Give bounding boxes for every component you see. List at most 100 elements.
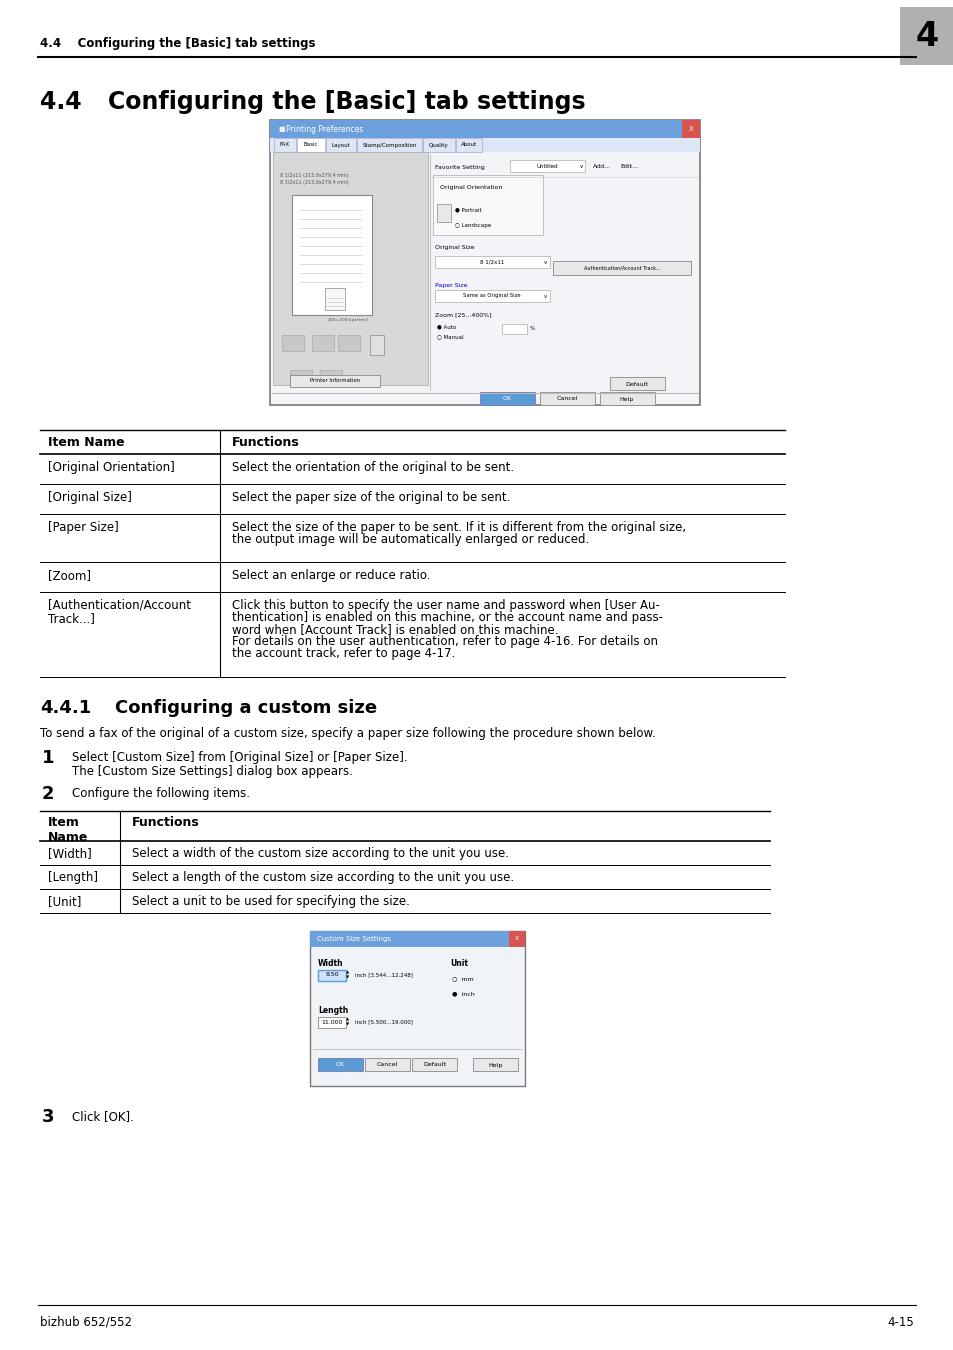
- Text: Original Orientation: Original Orientation: [439, 185, 502, 190]
- Text: 8 1/2x11 (215.9x279.4 mm): 8 1/2x11 (215.9x279.4 mm): [280, 180, 349, 185]
- Text: Help: Help: [488, 1062, 502, 1068]
- Text: Configuring the [Basic] tab settings: Configuring the [Basic] tab settings: [108, 90, 585, 113]
- Text: OK: OK: [502, 397, 511, 401]
- Text: v: v: [543, 261, 547, 266]
- Text: Same as Original Size: Same as Original Size: [463, 293, 520, 298]
- Text: 4.4.1: 4.4.1: [40, 699, 91, 717]
- Bar: [479, 392, 535, 405]
- Text: Edit...: Edit...: [619, 163, 638, 169]
- Text: v: v: [543, 294, 547, 300]
- Bar: [310, 931, 524, 946]
- Bar: [609, 377, 664, 390]
- Bar: [296, 138, 325, 153]
- Text: 4-15: 4-15: [886, 1315, 913, 1328]
- Text: Functions: Functions: [232, 436, 299, 450]
- Text: Width: Width: [317, 958, 343, 968]
- Bar: [270, 120, 700, 405]
- Text: [Width]: [Width]: [48, 846, 91, 860]
- Bar: [270, 138, 700, 153]
- Bar: [337, 335, 359, 351]
- Text: ▲
▼: ▲ ▼: [346, 971, 349, 979]
- Text: To send a fax of the original of a custom size, specify a paper size following t: To send a fax of the original of a custo…: [40, 728, 655, 740]
- Text: thentication] is enabled on this machine, or the account name and pass-: thentication] is enabled on this machine…: [232, 612, 662, 624]
- Text: 4: 4: [915, 19, 938, 53]
- Text: Layout: Layout: [332, 143, 350, 147]
- Bar: [501, 324, 526, 333]
- Text: [Unit]: [Unit]: [48, 895, 81, 909]
- Text: X: X: [688, 126, 693, 132]
- Text: the account track, refer to page 4-17.: the account track, refer to page 4-17.: [232, 647, 455, 660]
- Bar: [435, 256, 550, 269]
- Bar: [292, 194, 372, 315]
- Bar: [899, 7, 953, 65]
- Text: word when [Account Track] is enabled on this machine.: word when [Account Track] is enabled on …: [232, 622, 558, 636]
- Bar: [436, 204, 451, 221]
- Text: Original Size: Original Size: [435, 244, 474, 250]
- Text: Basic: Basic: [303, 143, 318, 147]
- Text: Custom Size Settings: Custom Size Settings: [316, 936, 391, 942]
- Text: Select the size of the paper to be sent. If it is different from the original si: Select the size of the paper to be sent.…: [232, 521, 685, 535]
- Text: About: About: [460, 143, 476, 147]
- Text: Unit: Unit: [450, 958, 468, 968]
- Text: 3: 3: [42, 1108, 54, 1126]
- Text: ● Auto: ● Auto: [436, 324, 456, 329]
- Bar: [270, 120, 700, 138]
- Bar: [290, 370, 312, 386]
- Text: ○  mm: ○ mm: [452, 976, 474, 981]
- Text: For details on the user authentication, refer to page 4-16. For details on: For details on the user authentication, …: [232, 634, 658, 648]
- Bar: [509, 931, 524, 946]
- Text: Zoom [25...400%]: Zoom [25...400%]: [435, 312, 491, 317]
- Text: Configure the following items.: Configure the following items.: [71, 787, 250, 801]
- Text: ■: ■: [277, 126, 284, 132]
- Text: Select an enlarge or reduce ratio.: Select an enlarge or reduce ratio.: [232, 568, 430, 582]
- Text: ○ Manual: ○ Manual: [436, 335, 463, 339]
- Text: Stamp/Composition: Stamp/Composition: [362, 143, 416, 147]
- Text: ●  inch: ● inch: [452, 991, 475, 996]
- Bar: [473, 1058, 517, 1071]
- Bar: [456, 138, 481, 153]
- Text: Printing Preferences: Printing Preferences: [286, 124, 363, 134]
- Bar: [681, 120, 700, 138]
- Bar: [539, 392, 595, 405]
- Text: Cancel: Cancel: [376, 1062, 397, 1068]
- Text: 11.000: 11.000: [321, 1019, 342, 1025]
- Text: 8 1/2x11: 8 1/2x11: [479, 259, 503, 265]
- Text: [Original Orientation]: [Original Orientation]: [48, 460, 174, 474]
- Text: Authentication/Account Track...: Authentication/Account Track...: [583, 266, 659, 270]
- Bar: [433, 176, 542, 235]
- Text: [Original Size]: [Original Size]: [48, 491, 132, 504]
- Text: Item
Name: Item Name: [48, 815, 89, 844]
- Bar: [370, 335, 384, 355]
- Text: FAX: FAX: [279, 143, 290, 147]
- Text: [Authentication/Account: [Authentication/Account: [48, 599, 191, 612]
- Text: 2: 2: [42, 784, 54, 803]
- Bar: [310, 931, 524, 1085]
- Text: Configuring a custom size: Configuring a custom size: [115, 699, 376, 717]
- Bar: [412, 1058, 456, 1071]
- Text: Paper Size: Paper Size: [435, 282, 467, 288]
- Bar: [365, 1058, 410, 1071]
- Text: The [Custom Size Settings] dialog box appears.: The [Custom Size Settings] dialog box ap…: [71, 765, 353, 778]
- Bar: [325, 288, 345, 311]
- Bar: [317, 971, 346, 981]
- Text: Click this button to specify the user name and password when [User Au-: Click this button to specify the user na…: [232, 599, 659, 612]
- Text: bizhub 652/552: bizhub 652/552: [40, 1315, 132, 1328]
- Bar: [273, 153, 428, 385]
- Bar: [435, 290, 550, 302]
- Text: ○ Landscape: ○ Landscape: [455, 223, 491, 228]
- Bar: [312, 335, 334, 351]
- Text: Click [OK].: Click [OK].: [71, 1110, 133, 1123]
- Text: Select a width of the custom size according to the unit you use.: Select a width of the custom size accord…: [132, 846, 509, 860]
- Bar: [599, 392, 655, 405]
- Text: [Zoom]: [Zoom]: [48, 568, 91, 582]
- Text: Select the orientation of the original to be sent.: Select the orientation of the original t…: [232, 460, 514, 474]
- Text: Help: Help: [619, 397, 634, 401]
- Text: X: X: [515, 937, 518, 941]
- Text: Favorite Setting: Favorite Setting: [435, 165, 484, 170]
- Text: Item Name: Item Name: [48, 436, 125, 450]
- Text: Printer Information: Printer Information: [310, 378, 359, 383]
- Text: the output image will be automatically enlarged or reduced.: the output image will be automatically e…: [232, 533, 589, 545]
- Text: [Paper Size]: [Paper Size]: [48, 521, 118, 535]
- Text: Quality: Quality: [429, 143, 448, 147]
- Bar: [282, 335, 304, 351]
